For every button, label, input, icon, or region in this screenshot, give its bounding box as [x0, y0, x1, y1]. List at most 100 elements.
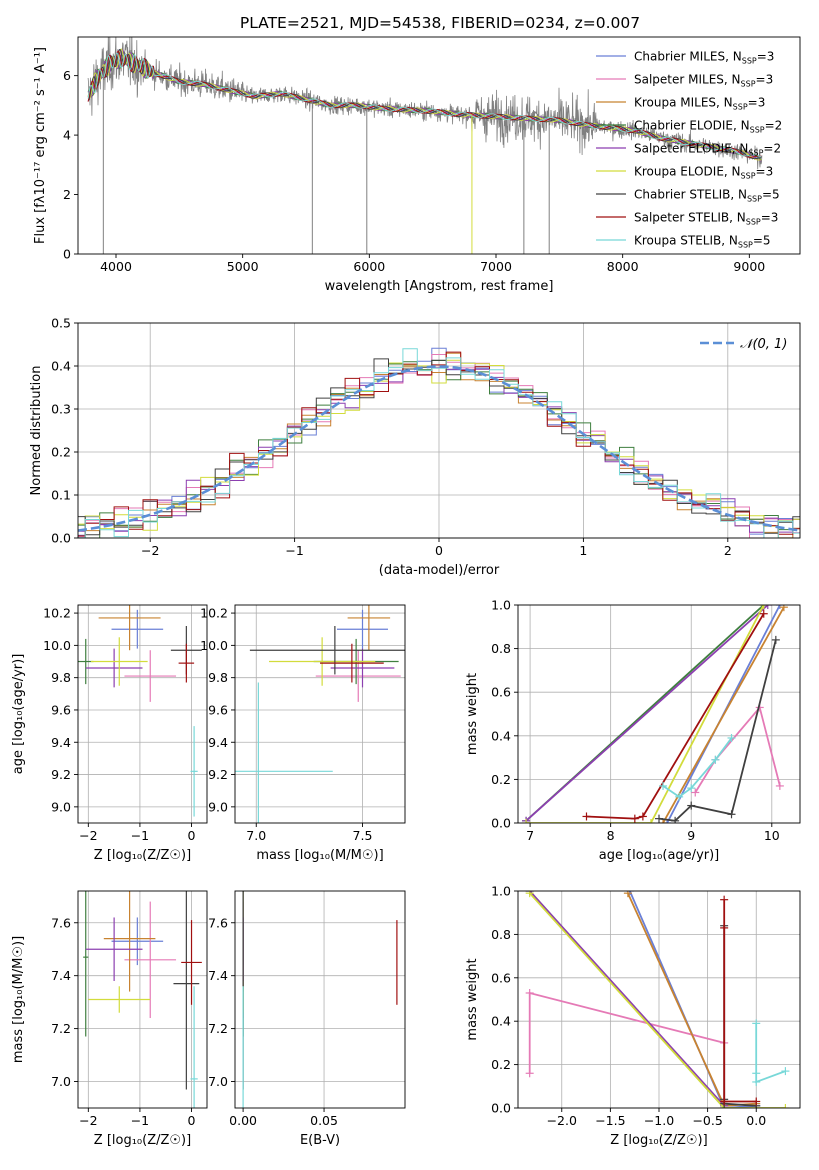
y-tick-label: 9.6 [208, 702, 228, 717]
x-tick-label: −2 [79, 828, 97, 843]
y-tick-label: 0 [63, 247, 71, 262]
histogram-steps [78, 347, 800, 538]
axes-frame [234, 890, 406, 1109]
y-tick-label: 0.4 [51, 359, 71, 374]
x-tick-label: 0 [188, 828, 196, 843]
x-tick-label: 8 [607, 828, 615, 843]
y-tick-label: 6 [63, 68, 71, 83]
legend-label: Kroupa STELIB, NSSP=5 [634, 234, 771, 250]
y-axis-label: age [log₁₀(age/yr)] [11, 654, 26, 775]
y-tick-label: 2 [63, 187, 71, 202]
x-tick-label: 1 [579, 543, 587, 558]
panel-massweight-vs-age: 7 8 9 10 0.0 0.2 0.4 0.6 0.8 1.0 age [log₁₀(age/yr… [465, 598, 801, 863]
x-tick-label: −1 [131, 828, 149, 843]
x-tick-label: −1.5 [595, 1113, 625, 1128]
y-axis-label: mass weight [465, 673, 480, 755]
y-tick-label: 9.8 [208, 670, 228, 685]
y-tick-label: 7.0 [51, 1074, 71, 1089]
legend-subscript: SSP [748, 149, 763, 158]
histogram-line [78, 348, 800, 538]
y-tick-label: 7.6 [51, 915, 71, 930]
y-tick-label: 0.8 [491, 641, 511, 656]
legend-nssp: =3 [756, 73, 774, 87]
y-tick-label: 0.4 [491, 728, 511, 743]
y-tick-label: 7.4 [51, 968, 71, 983]
weight-lines [522, 605, 788, 823]
histogram-line [78, 352, 800, 538]
x-axis-label: (data-model)/error [379, 563, 500, 578]
x-tick-label: 0 [188, 1113, 196, 1128]
x-tick-label: 0 [435, 543, 443, 558]
x-tick-label: 7000 [480, 259, 512, 274]
y-tick-label: 10.2 [43, 606, 71, 621]
errorbar-group [83, 891, 202, 1108]
x-tick-label: 7.0 [246, 828, 266, 843]
x-tick-label: 0.05 [310, 1113, 338, 1128]
errorbar-group [78, 605, 202, 817]
x-tick-label: −1 [131, 1113, 149, 1128]
legend-nssp: =2 [765, 119, 783, 133]
legend-label: Chabrier STELIB, NSSP=5 [634, 188, 780, 204]
x-tick-label: −1 [285, 543, 303, 558]
histogram-line [78, 354, 800, 538]
y-tick-label: 7.2 [208, 1021, 228, 1036]
y-tick-label: 7.4 [208, 968, 228, 983]
weight-series-line [529, 891, 725, 1107]
y-axis-label: Normed distribution [29, 366, 44, 496]
y-tick-label: 9.4 [51, 735, 71, 750]
weight-series-line [662, 606, 785, 823]
y-axis-label: mass [log₁₀(M/M☉)] [11, 936, 26, 1063]
x-tick-label: 7 [526, 828, 534, 843]
y-tick-label: 0.5 [51, 316, 71, 331]
x-axis-label: age [log₁₀(age/yr)] [599, 848, 720, 863]
weight-series-line [723, 899, 757, 1103]
x-tick-label: −2.0 [547, 1113, 577, 1128]
y-tick-label: 10.2 [200, 606, 228, 621]
axes-frame [77, 36, 801, 255]
weight-series-line [723, 925, 757, 1107]
y-tick-label: 0.0 [491, 816, 511, 831]
normal-reference-curve [78, 365, 800, 532]
legend-subscript: SSP [741, 172, 756, 181]
weight-series-line [694, 705, 781, 793]
y-tick-label: 0.0 [491, 1101, 511, 1116]
errorbar-group [235, 605, 405, 823]
panel-massweight-vs-Z: −2.0 −1.5 −1.0 −0.5 0.0 0.0 0.2 0.4 0.6 0.8 1.0 Z [… [465, 884, 801, 1148]
y-tick-label: 0.6 [491, 970, 511, 985]
legend-subscript: SSP [733, 103, 748, 112]
legend-nssp: =3 [756, 165, 774, 179]
x-axis-label: Z [log₁₀(Z/Z☉)] [94, 848, 191, 863]
y-tick-label: 9.4 [208, 735, 228, 750]
weight-series-line [755, 1023, 786, 1084]
x-axis-label: Z [log₁₀(Z/Z☉)] [94, 1133, 191, 1148]
y-tick-label: 7.0 [208, 1074, 228, 1089]
y-tick-label: 9.0 [208, 799, 228, 814]
x-axis-label: E(B-V) [300, 1133, 340, 1148]
x-tick-label: −2 [79, 1113, 97, 1128]
y-axis-label: mass weight [465, 958, 480, 1040]
legend-subscript: SSP [741, 80, 756, 89]
panel-residuals: −2 −1 0 1 2 0.0 0.1 0.2 0.3 0.4 0.5 (data-model)/er… [29, 316, 801, 578]
panel-age-vs-mass: 7.0 7.5 9.0 9.2 9.4 9.6 9.8 10.0 10.2 mass [log₁₀… [200, 604, 406, 863]
x-axis-label: wavelength [Angstrom, rest frame] [325, 279, 554, 294]
y-tick-label: 0.3 [51, 402, 71, 417]
y-tick-label: 0.6 [491, 685, 511, 700]
errorbar-group [242, 891, 398, 1108]
legend-subscript: SSP [746, 218, 761, 227]
legend-label: Salpeter STELIB, NSSP=3 [634, 211, 778, 227]
axes-frame [77, 604, 208, 824]
legend-nssp: =3 [761, 211, 779, 225]
x-tick-label: 9 [687, 828, 695, 843]
weight-series-line [628, 891, 757, 1108]
histogram-line [78, 359, 800, 531]
axes-frame [517, 604, 801, 824]
y-tick-label: 9.2 [208, 767, 228, 782]
y-tick-label: 9.0 [51, 799, 71, 814]
y-tick-label: 9.2 [51, 767, 71, 782]
y-tick-label: 0.2 [491, 772, 511, 787]
model-spectrum-line [87, 48, 762, 162]
axes-frame [234, 604, 406, 824]
legend-nssp: =3 [748, 96, 766, 110]
y-tick-label: 1.0 [491, 884, 511, 899]
